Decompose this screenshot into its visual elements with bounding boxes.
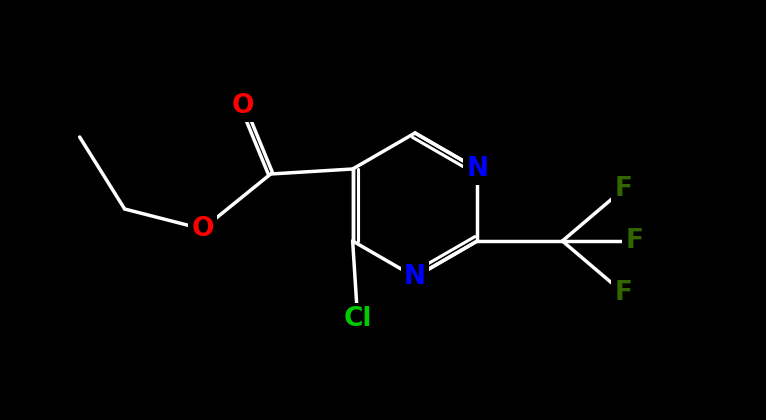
- Text: O: O: [231, 93, 254, 119]
- Text: Cl: Cl: [343, 306, 372, 332]
- Text: F: F: [614, 176, 633, 202]
- Text: N: N: [466, 156, 489, 182]
- Text: O: O: [192, 216, 214, 242]
- Text: F: F: [614, 280, 633, 306]
- Text: F: F: [625, 228, 643, 254]
- Text: N: N: [404, 264, 426, 290]
